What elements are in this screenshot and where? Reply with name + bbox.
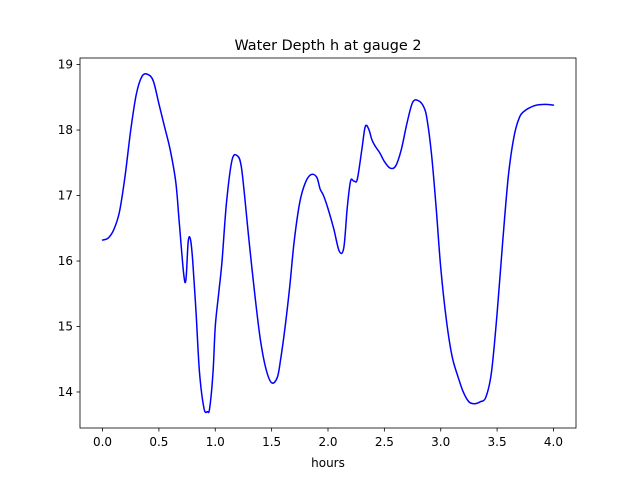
x-axis-label: hours	[311, 456, 345, 470]
x-axis: 0.0 0.5 1.0 1.5 2.0 2.5 3.0 3.5 4.0	[93, 428, 563, 449]
y-tick-label: 17	[58, 189, 73, 203]
x-tick-label: 2.5	[375, 435, 394, 449]
series-line-gauge-2	[101, 73, 555, 414]
x-tick-label: 1.5	[262, 435, 281, 449]
y-tick-label: 19	[58, 58, 73, 72]
y-axis: 14 15 16 17 18 19	[58, 58, 80, 399]
y-tick-label: 16	[58, 254, 73, 268]
x-tick-label: 3.5	[488, 435, 507, 449]
x-tick-label: 0.0	[93, 435, 112, 449]
plot-area	[101, 73, 555, 414]
x-tick-label: 1.0	[206, 435, 225, 449]
y-tick-label: 14	[58, 385, 73, 399]
x-tick-label: 4.0	[544, 435, 563, 449]
x-tick-label: 2.0	[318, 435, 337, 449]
plot-frame	[79, 57, 577, 429]
x-tick-label: 3.0	[431, 435, 450, 449]
x-tick-label: 0.5	[149, 435, 168, 449]
y-tick-label: 18	[58, 123, 73, 137]
chart-title: Water Depth h at gauge 2	[234, 38, 421, 54]
y-tick-label: 15	[58, 319, 73, 333]
